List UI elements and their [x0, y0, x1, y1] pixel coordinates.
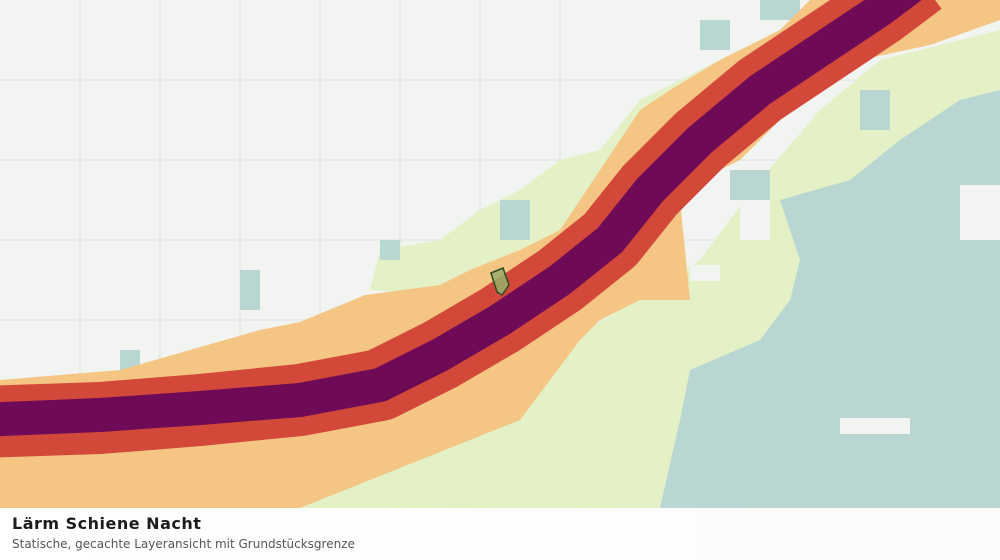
buildings	[120, 0, 890, 380]
map-subtitle: Statische, gecachte Layeransicht mit Gru…	[12, 537, 355, 551]
map-title: Lärm Schiene Nacht	[12, 514, 202, 533]
built-area	[660, 90, 1000, 508]
footer: Lärm Schiene Nacht Statische, gecachte L…	[0, 508, 1000, 560]
parcel-boundary	[490, 267, 510, 297]
open-areas	[690, 185, 1000, 434]
map	[0, 0, 1000, 508]
noise-zone-very-high	[0, 0, 922, 437]
